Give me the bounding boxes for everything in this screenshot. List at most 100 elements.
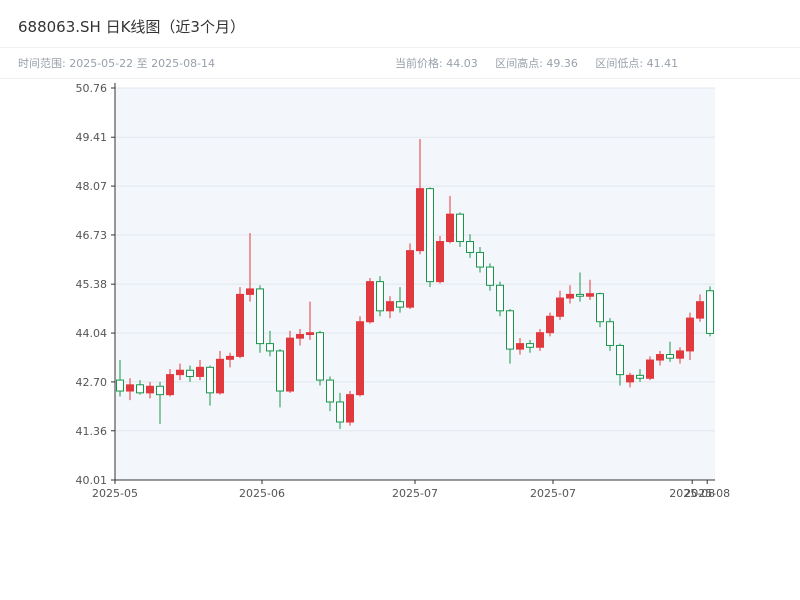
candle: [616, 343, 624, 386]
candle: [566, 285, 574, 304]
y-tick-label: 42.70: [76, 376, 108, 389]
candle-body: [296, 334, 304, 339]
candle: [426, 187, 434, 288]
candle-body: [196, 366, 204, 377]
range-high: 区间高点: 49.36: [495, 57, 578, 70]
candle-body: [446, 213, 454, 243]
y-tick-label: 45.38: [76, 278, 108, 291]
candle-body: [486, 266, 494, 286]
candle: [276, 349, 284, 408]
candle: [596, 292, 604, 328]
candle: [636, 369, 644, 382]
candle-body: [476, 251, 484, 268]
candle-body: [656, 354, 664, 361]
candle-body: [226, 355, 234, 360]
candle: [376, 276, 384, 317]
candle: [626, 372, 634, 388]
candle: [696, 294, 704, 322]
candle-body: [456, 213, 464, 243]
candle-body: [146, 385, 154, 394]
candle-body: [516, 343, 524, 350]
candle: [356, 316, 364, 397]
candle: [446, 195, 454, 244]
candle: [476, 246, 484, 273]
candle: [226, 352, 234, 368]
candle-body: [246, 288, 254, 295]
candle-body: [596, 293, 604, 323]
page-title: 688063.SH 日K线图（近3个月）: [18, 18, 245, 36]
candle: [436, 236, 444, 284]
candle: [126, 378, 134, 401]
candle-body: [266, 343, 274, 352]
candle-body: [406, 250, 414, 308]
candle-body: [506, 310, 514, 350]
meta-row: 时间范围: 2025-05-22 至 2025-08-14 当前价格: 44.0…: [0, 47, 800, 79]
candle-body: [546, 315, 554, 334]
candle: [536, 329, 544, 351]
candle-body: [276, 350, 284, 392]
y-tick-label: 44.04: [76, 327, 108, 340]
candle-body: [566, 293, 574, 299]
kline-svg: 40.01 41.36 42.70 44.04 45.38 46.73 48.07 49.41…: [76, 82, 731, 500]
y-tick-label: 50.76: [76, 82, 108, 95]
y-tick-label: 48.07: [76, 180, 108, 193]
candle: [346, 391, 354, 426]
candle-body: [396, 301, 404, 308]
candle: [666, 341, 674, 362]
candle-body: [536, 332, 544, 348]
candle: [406, 243, 414, 309]
candle-body: [346, 394, 354, 423]
candle-body: [416, 188, 424, 252]
candle: [656, 350, 664, 366]
x-tick-label: 2025-05: [92, 487, 138, 500]
candle: [576, 272, 584, 302]
candle-body: [366, 281, 374, 323]
candle: [556, 290, 564, 320]
candle: [366, 277, 374, 324]
candle-body: [166, 374, 174, 396]
current-price: 当前价格: 44.03: [395, 57, 478, 70]
candle: [526, 339, 534, 353]
candle-body: [216, 358, 224, 394]
kline-chart: 40.01 41.36 42.70 44.04 45.38 46.73 48.07 49.41…: [0, 80, 800, 580]
candle-body: [386, 301, 394, 312]
candle-body: [136, 384, 144, 394]
candle: [586, 279, 594, 300]
candle: [316, 330, 324, 386]
date-range-label: 时间范围: 2025-05-22 至 2025-08-14: [18, 57, 216, 70]
candle-body: [496, 284, 504, 312]
y-tick-label: 46.73: [76, 229, 108, 242]
candle-body: [676, 350, 684, 359]
candle-body: [336, 401, 344, 423]
candle-body: [696, 301, 704, 319]
candle: [496, 281, 504, 317]
candle: [336, 392, 344, 429]
candle-body: [256, 288, 264, 345]
candle-body: [306, 332, 314, 336]
x-tick-label: 2025-08: [684, 487, 730, 500]
candle-body: [626, 374, 634, 383]
candle: [506, 308, 514, 364]
candle: [486, 263, 494, 291]
x-tick-label: 2025-07: [530, 487, 576, 500]
candle-body: [236, 293, 244, 357]
candle: [156, 381, 164, 424]
candle: [236, 287, 244, 359]
candle-body: [206, 366, 214, 394]
candle: [396, 287, 404, 313]
candle: [306, 301, 314, 340]
candle-body: [636, 374, 644, 379]
candle-body: [436, 241, 444, 283]
candle: [296, 329, 304, 346]
candle: [676, 347, 684, 364]
candle: [466, 234, 474, 258]
candle: [456, 212, 464, 247]
candle-body: [316, 332, 324, 381]
candle: [136, 380, 144, 395]
candle-body: [186, 369, 194, 377]
candle: [646, 356, 654, 381]
candle-body: [286, 337, 294, 392]
candle-body: [176, 369, 184, 376]
candle: [146, 381, 154, 399]
candle: [176, 363, 184, 381]
